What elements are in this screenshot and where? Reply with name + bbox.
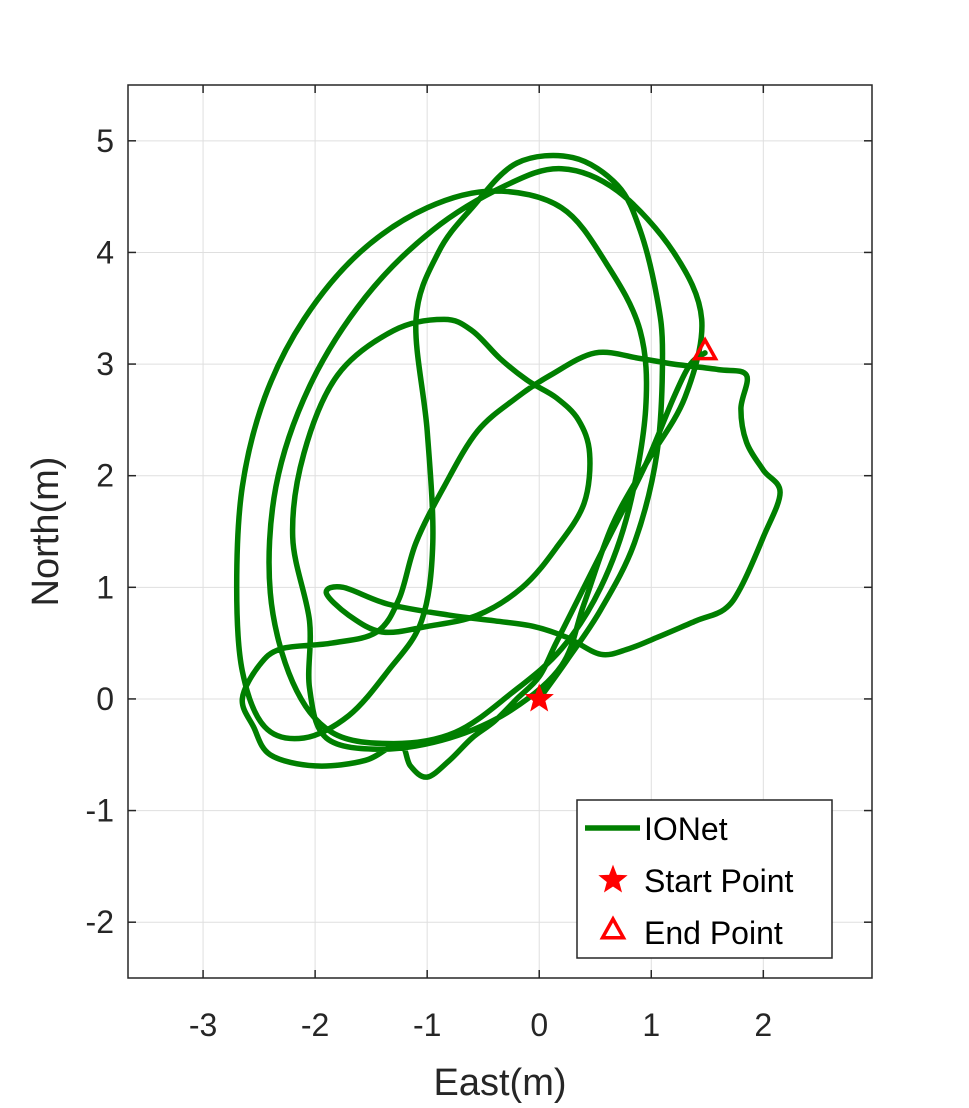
y-tick-label: 5 bbox=[96, 123, 114, 159]
markers-layer bbox=[524, 336, 719, 712]
x-tick-label: 2 bbox=[754, 1007, 772, 1043]
legend-item: Start Point bbox=[598, 863, 794, 899]
series-layer bbox=[233, 152, 783, 780]
x-axis-label: East(m) bbox=[434, 1062, 567, 1104]
ticks: -3 -2 -1 0 1 2 -2 -1 0 1 2 3 4 5 bbox=[86, 85, 872, 1043]
series-line-ionet bbox=[233, 152, 783, 780]
legend-item: End Point bbox=[599, 915, 783, 951]
y-tick-label: 1 bbox=[96, 569, 114, 605]
legend-item: IONet bbox=[585, 811, 728, 847]
y-tick-label: -1 bbox=[86, 793, 114, 829]
x-tick-label: -3 bbox=[189, 1007, 217, 1043]
x-tick-label: -1 bbox=[413, 1007, 441, 1043]
end-point-marker bbox=[691, 336, 719, 361]
y-tick-label: -2 bbox=[86, 904, 114, 940]
x-tick-label: -2 bbox=[301, 1007, 329, 1043]
y-tick-label: 2 bbox=[96, 458, 114, 494]
x-tick-label: 0 bbox=[530, 1007, 548, 1043]
start-point-marker bbox=[524, 683, 554, 712]
y-tick-label: 0 bbox=[96, 681, 114, 717]
x-tick-label: 1 bbox=[642, 1007, 660, 1043]
legend-label: IONet bbox=[644, 811, 728, 847]
plot-frame bbox=[127, 84, 873, 979]
legend-label: Start Point bbox=[644, 863, 794, 899]
legend-label: End Point bbox=[644, 915, 783, 951]
legend-triangle-icon bbox=[599, 915, 627, 940]
legend: IONet Start Point End Point bbox=[576, 799, 833, 959]
y-tick-label: 4 bbox=[96, 234, 114, 270]
y-tick-label: 3 bbox=[96, 346, 114, 382]
y-axis-label: North(m) bbox=[25, 457, 67, 607]
legend-star-icon bbox=[598, 864, 628, 893]
